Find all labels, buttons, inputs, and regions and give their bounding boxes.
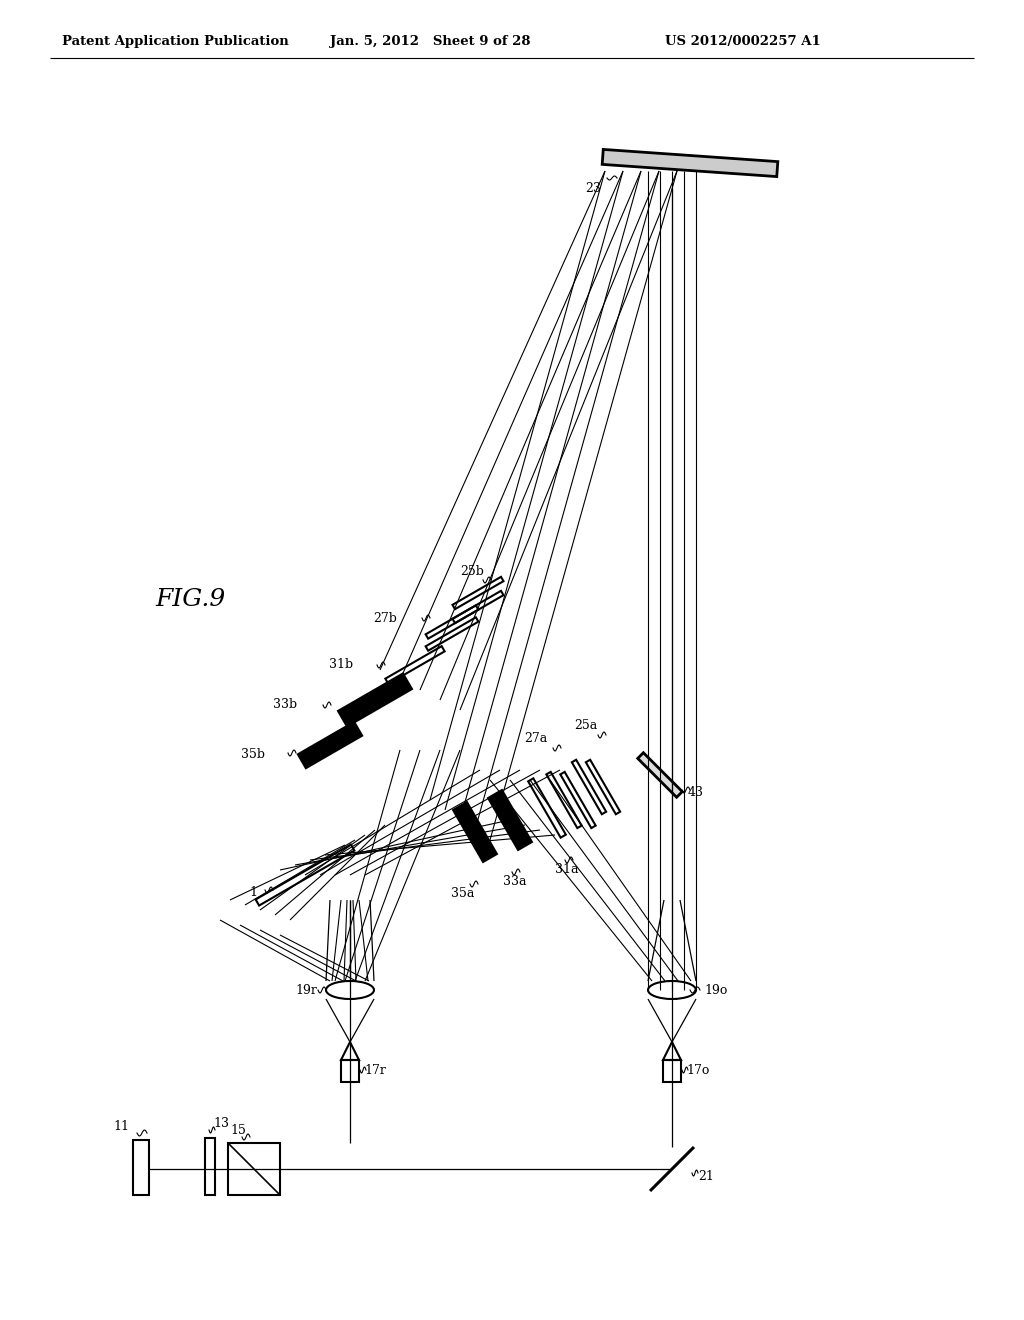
- Polygon shape: [488, 789, 531, 850]
- Text: 33a: 33a: [503, 875, 526, 888]
- Text: 35b: 35b: [241, 748, 265, 762]
- Text: 31a: 31a: [555, 863, 579, 876]
- Text: 17r: 17r: [364, 1064, 386, 1077]
- Text: 43: 43: [688, 787, 705, 800]
- Text: Jan. 5, 2012   Sheet 9 of 28: Jan. 5, 2012 Sheet 9 of 28: [330, 36, 530, 49]
- Text: 11: 11: [113, 1119, 129, 1133]
- Bar: [228, 1143, 280, 1195]
- Text: 25a: 25a: [574, 719, 598, 733]
- Polygon shape: [338, 673, 412, 726]
- Text: FIG.9: FIG.9: [155, 589, 225, 611]
- Text: 15: 15: [230, 1125, 246, 1137]
- Polygon shape: [298, 722, 362, 768]
- Text: 31b: 31b: [329, 659, 353, 672]
- Text: 19r: 19r: [295, 983, 316, 997]
- Bar: [341, 1060, 359, 1082]
- Text: 33b: 33b: [272, 698, 297, 711]
- Bar: [663, 1060, 681, 1082]
- Text: Patent Application Publication: Patent Application Publication: [62, 36, 289, 49]
- Text: 27a: 27a: [524, 733, 548, 744]
- Text: 25b: 25b: [460, 565, 484, 578]
- Polygon shape: [602, 149, 778, 177]
- Text: 27b: 27b: [373, 611, 397, 624]
- Text: 23: 23: [585, 182, 601, 195]
- Text: 13: 13: [213, 1117, 229, 1130]
- Text: 35a: 35a: [452, 887, 475, 900]
- Text: 19o: 19o: [705, 983, 727, 997]
- Text: 17o: 17o: [686, 1064, 710, 1077]
- Bar: [133, 1140, 150, 1195]
- Bar: [205, 1138, 215, 1195]
- Polygon shape: [453, 803, 497, 862]
- Text: 1: 1: [249, 887, 257, 899]
- Text: 21: 21: [698, 1171, 714, 1184]
- Polygon shape: [638, 752, 682, 797]
- Text: US 2012/0002257 A1: US 2012/0002257 A1: [665, 36, 821, 49]
